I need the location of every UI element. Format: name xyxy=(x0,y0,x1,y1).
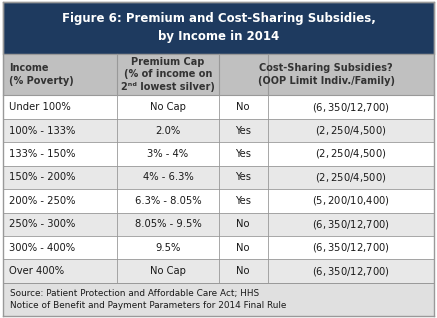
FancyBboxPatch shape xyxy=(3,53,434,95)
Text: Yes: Yes xyxy=(235,126,251,135)
FancyBboxPatch shape xyxy=(3,142,434,166)
FancyBboxPatch shape xyxy=(3,119,434,142)
Text: ($6,350 / $12,700): ($6,350 / $12,700) xyxy=(312,100,390,114)
Text: Yes: Yes xyxy=(235,196,251,206)
Text: Under 100%: Under 100% xyxy=(9,102,70,112)
Text: 6.3% - 8.05%: 6.3% - 8.05% xyxy=(135,196,201,206)
Text: No: No xyxy=(236,219,250,229)
Text: 300% - 400%: 300% - 400% xyxy=(9,243,75,253)
FancyBboxPatch shape xyxy=(3,213,434,236)
Text: No Cap: No Cap xyxy=(150,266,186,276)
Text: 150% - 200%: 150% - 200% xyxy=(9,172,75,183)
FancyBboxPatch shape xyxy=(3,166,434,189)
Text: 133% - 150%: 133% - 150% xyxy=(9,149,75,159)
FancyBboxPatch shape xyxy=(3,236,434,259)
Text: No Cap: No Cap xyxy=(150,102,186,112)
Text: ($6,350 / $12,700): ($6,350 / $12,700) xyxy=(312,218,390,231)
Text: 3% - 4%: 3% - 4% xyxy=(147,149,188,159)
FancyBboxPatch shape xyxy=(3,259,434,283)
Text: Figure 6: Premium and Cost-Sharing Subsidies,
by Income in 2014: Figure 6: Premium and Cost-Sharing Subsi… xyxy=(62,12,375,43)
Text: No: No xyxy=(236,102,250,112)
Text: ($2,250 / $4,500): ($2,250 / $4,500) xyxy=(315,171,386,184)
FancyBboxPatch shape xyxy=(3,283,434,316)
Text: 4% - 6.3%: 4% - 6.3% xyxy=(142,172,193,183)
Text: 200% - 250%: 200% - 250% xyxy=(9,196,75,206)
Text: ($2,250 / $4,500): ($2,250 / $4,500) xyxy=(315,148,386,161)
Text: ($5,200 / $10,400): ($5,200 / $10,400) xyxy=(312,194,390,207)
Text: ($2,250 / $4,500): ($2,250 / $4,500) xyxy=(315,124,386,137)
Text: 9.5%: 9.5% xyxy=(155,243,180,253)
Text: 8.05% - 9.5%: 8.05% - 9.5% xyxy=(135,219,201,229)
Text: Source: Patient Protection and Affordable Care Act; HHS
Notice of Benefit and Pa: Source: Patient Protection and Affordabl… xyxy=(10,289,286,310)
Text: 100% - 133%: 100% - 133% xyxy=(9,126,75,135)
Text: No: No xyxy=(236,243,250,253)
FancyBboxPatch shape xyxy=(3,189,434,213)
Text: 250% - 300%: 250% - 300% xyxy=(9,219,75,229)
Text: 2.0%: 2.0% xyxy=(155,126,180,135)
Text: Yes: Yes xyxy=(235,172,251,183)
Text: Cost-Sharing Subsidies?
(OOP Limit Indiv./Family): Cost-Sharing Subsidies? (OOP Limit Indiv… xyxy=(257,63,395,86)
FancyBboxPatch shape xyxy=(3,2,434,53)
Text: Yes: Yes xyxy=(235,149,251,159)
Text: ($6,350 / $12,700): ($6,350 / $12,700) xyxy=(312,265,390,278)
Text: Income
(% Poverty): Income (% Poverty) xyxy=(9,63,73,86)
FancyBboxPatch shape xyxy=(3,95,434,119)
Text: Over 400%: Over 400% xyxy=(9,266,64,276)
Text: Premium Cap
(% of income on
2ⁿᵈ lowest silver): Premium Cap (% of income on 2ⁿᵈ lowest s… xyxy=(121,57,215,92)
Text: ($6,350 / $12,700): ($6,350 / $12,700) xyxy=(312,241,390,254)
Text: No: No xyxy=(236,266,250,276)
